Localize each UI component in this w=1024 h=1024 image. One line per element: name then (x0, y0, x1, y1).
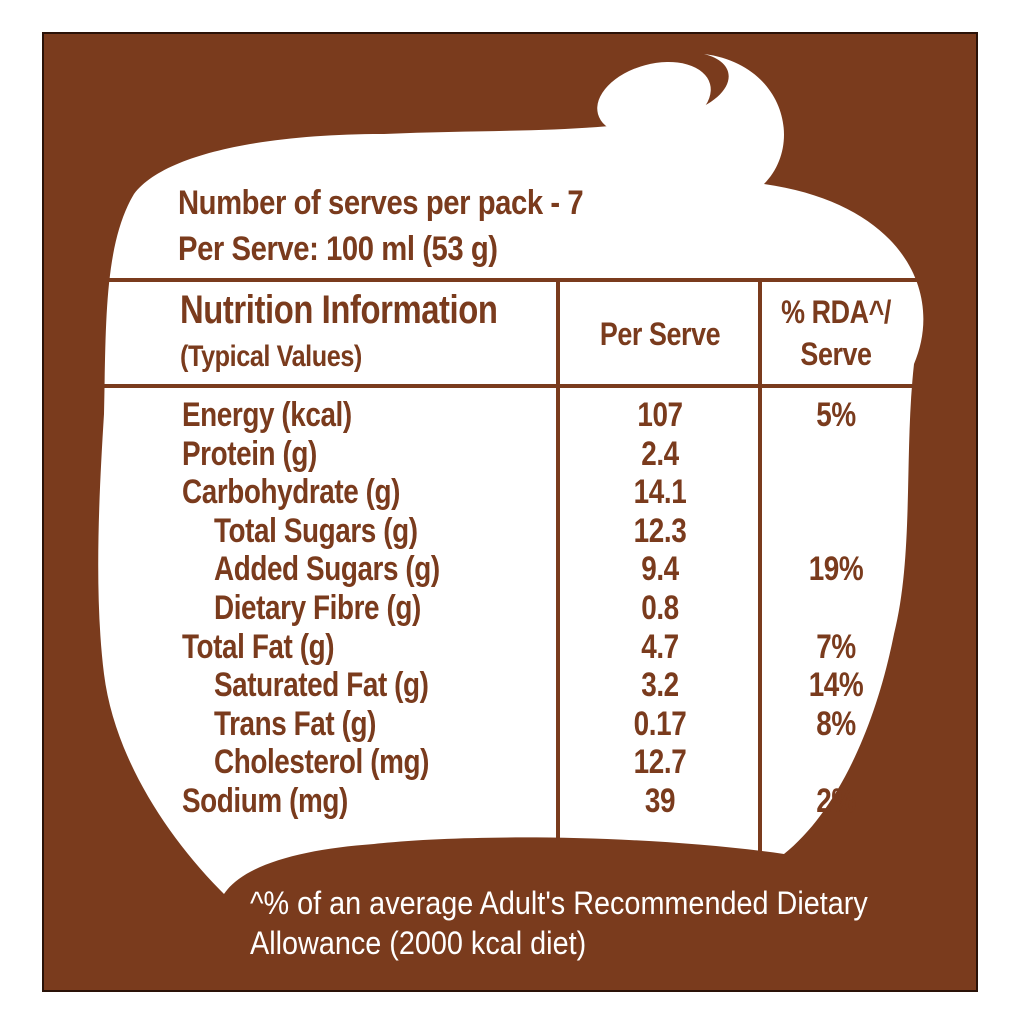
milk-splash-shape (98, 54, 924, 894)
column-header-rda-line1: % RDA^/ (781, 294, 891, 330)
nutrient-per-serve-value: 0.17 (633, 704, 687, 743)
nutrient-name: Total Fat (g) (182, 627, 335, 666)
nutrient-rda-value: 19% (808, 550, 864, 589)
footnote-line-2: Allowance (2000 kcal diet) (250, 925, 587, 961)
column-header-rda-line2: Serve (800, 336, 872, 372)
nutrient-rda-value: 7% (816, 627, 856, 666)
divider-header (102, 384, 932, 388)
column-header-per-serve: Per Serve (599, 316, 721, 352)
per-serve-text: Per Serve: 100 ml (53 g) (178, 230, 498, 268)
nutrient-name: Energy (kcal) (182, 396, 352, 434)
nutrient-name: Saturated Fat (g) (214, 666, 429, 705)
nutrient-name: Sodium (mg) (182, 782, 348, 820)
nutrient-per-serve-value: 3.2 (641, 666, 679, 705)
nutrient-name: Dietary Fibre (g) (214, 589, 421, 627)
nutrient-per-serve-value: 12.3 (633, 511, 687, 550)
nutrient-per-serve-value: 0.8 (641, 589, 679, 627)
nutrient-name: Carbohydrate (g) (182, 473, 401, 512)
nutrient-name: Trans Fat (g) (214, 704, 376, 743)
table-header-title: Nutrition Information (180, 288, 498, 332)
nutrient-per-serve-value: 14.1 (633, 473, 687, 512)
column-divider-2 (758, 278, 762, 878)
nutrient-rda-value: 5% (816, 396, 856, 434)
nutrient-rda-value: 14% (808, 666, 864, 705)
nutrient-name: Added Sugars (g) (214, 550, 440, 589)
nutrient-per-serve-value: 2.4 (641, 434, 679, 473)
nutrient-per-serve-value: 9.4 (641, 550, 679, 589)
nutrient-per-serve-value: 107 (637, 396, 683, 434)
table-header-subtitle: (Typical Values) (180, 340, 362, 373)
nutrient-per-serve-value: 12.7 (633, 743, 687, 782)
serves-per-pack-text: Number of serves per pack - 7 (178, 184, 584, 222)
column-divider-1 (556, 278, 560, 878)
nutrition-label-panel: Number of serves per pack - 7 Per Serve:… (42, 32, 978, 992)
nutrient-name: Cholesterol (mg) (214, 743, 429, 782)
nutrient-name: Protein (g) (182, 434, 317, 473)
footnote-line-1: ^% of an average Adult's Recommended Die… (250, 885, 868, 921)
nutrient-per-serve-value: 39 (644, 782, 676, 820)
nutrient-rda-value: 2% (816, 782, 856, 820)
divider-top (102, 278, 932, 282)
nutrient-per-serve-value: 4.7 (641, 627, 679, 666)
nutrient-name: Total Sugars (g) (214, 511, 418, 550)
nutrient-rda-value: 8% (816, 704, 856, 743)
